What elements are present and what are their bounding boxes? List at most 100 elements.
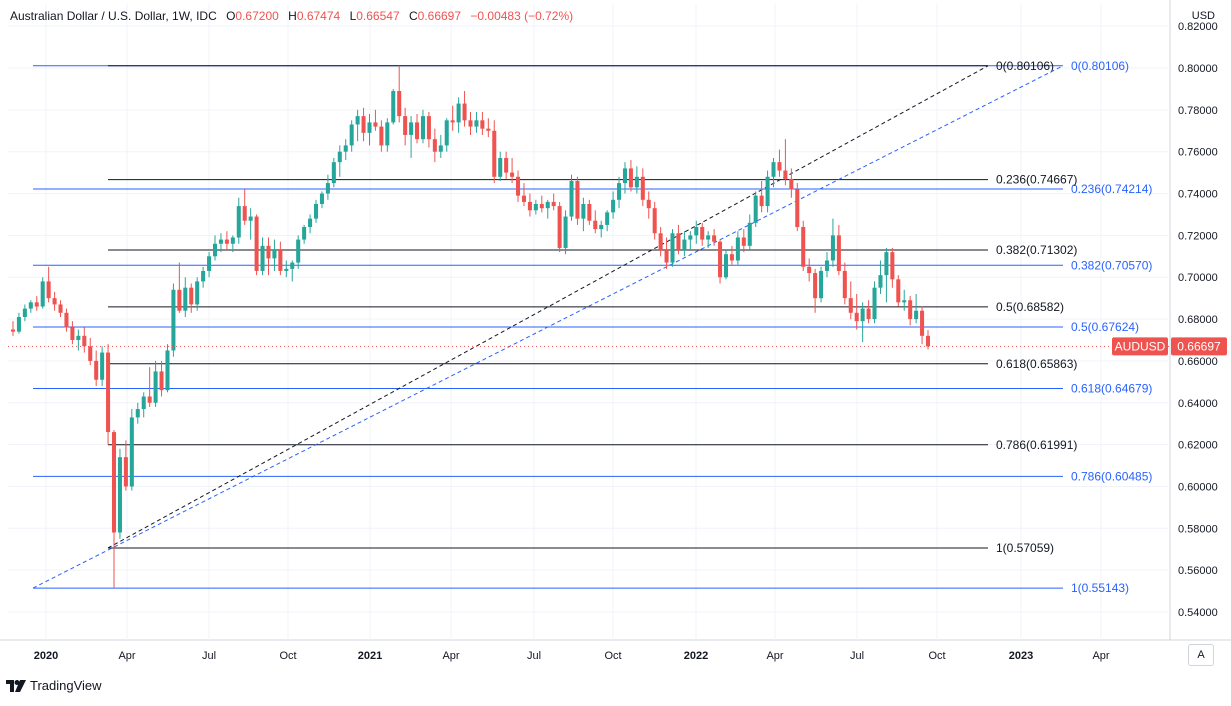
candle-body[interactable] <box>349 124 354 146</box>
candle-body[interactable] <box>676 233 681 251</box>
candle-body[interactable] <box>40 281 45 307</box>
candle-body[interactable] <box>795 189 800 228</box>
candle-body[interactable] <box>88 346 93 361</box>
candle-body[interactable] <box>355 116 360 125</box>
candle-body[interactable] <box>753 195 758 223</box>
candle-body[interactable] <box>723 254 729 278</box>
candle-body[interactable] <box>872 287 877 320</box>
candle-body[interactable] <box>254 216 259 271</box>
candle-body[interactable] <box>34 302 39 307</box>
candle-body[interactable] <box>492 130 497 177</box>
candle-body[interactable] <box>557 206 562 248</box>
candle-body[interactable] <box>111 432 117 533</box>
candle-body[interactable] <box>611 199 616 213</box>
candle-body[interactable] <box>177 289 182 311</box>
candle-body[interactable] <box>658 233 663 251</box>
candle-body[interactable] <box>634 176 639 188</box>
candle-body[interactable] <box>587 204 592 221</box>
candle-body[interactable] <box>16 316 21 332</box>
candle-body[interactable] <box>718 241 723 278</box>
candle-body[interactable] <box>201 270 206 282</box>
candle-body[interactable] <box>52 298 57 305</box>
candle-body[interactable] <box>242 206 247 221</box>
candle-body[interactable] <box>385 122 390 146</box>
candle-body[interactable] <box>266 245 271 259</box>
candle-body[interactable] <box>533 204 538 211</box>
candle-body[interactable] <box>521 195 526 202</box>
candle-body[interactable] <box>70 327 75 340</box>
candle-body[interactable] <box>819 270 824 299</box>
candle-body[interactable] <box>807 266 812 274</box>
candle-body[interactable] <box>813 273 818 299</box>
candle-body[interactable] <box>842 270 847 299</box>
candle-body[interactable] <box>444 120 449 146</box>
candle-body[interactable] <box>593 220 598 230</box>
candle-body[interactable] <box>741 237 746 246</box>
candle-body[interactable] <box>777 162 782 171</box>
candle-body[interactable] <box>278 250 283 271</box>
candle-body[interactable] <box>783 170 788 179</box>
candle-body[interactable] <box>58 304 63 313</box>
candle-body[interactable] <box>682 239 687 251</box>
candle-body[interactable] <box>129 417 134 487</box>
candle-body[interactable] <box>64 312 69 328</box>
fib-black-trendline[interactable] <box>107 65 989 549</box>
candle-body[interactable] <box>420 116 425 140</box>
candle-body[interactable] <box>539 204 544 209</box>
candle-body[interactable] <box>664 250 669 263</box>
candle-body[interactable] <box>498 157 503 177</box>
candle-body[interactable] <box>165 350 170 391</box>
candle-body[interactable] <box>123 457 128 487</box>
candle-body[interactable] <box>617 183 622 200</box>
candle-body[interactable] <box>759 195 764 207</box>
candle-body[interactable] <box>599 224 604 230</box>
candle-body[interactable] <box>403 116 408 135</box>
candle-body[interactable] <box>830 235 835 261</box>
candle-body[interactable] <box>456 103 461 123</box>
candle-body[interactable] <box>652 208 657 234</box>
candle-body[interactable] <box>10 329 16 332</box>
candle-body[interactable] <box>510 172 515 177</box>
candle-body[interactable] <box>100 352 105 380</box>
candle-body[interactable] <box>373 122 378 127</box>
candle-body[interactable] <box>866 308 871 320</box>
candle-body[interactable] <box>474 120 479 127</box>
candle-body[interactable] <box>486 128 491 131</box>
candle-body[interactable] <box>545 201 550 209</box>
candle-body[interactable] <box>706 235 711 240</box>
candle-body[interactable] <box>480 120 485 129</box>
candle-body[interactable] <box>230 237 235 244</box>
candle-body[interactable] <box>325 183 330 194</box>
candle-body[interactable] <box>189 287 194 305</box>
candle-body[interactable] <box>527 201 532 211</box>
candle-body[interactable] <box>379 126 384 146</box>
candle-body[interactable] <box>343 145 348 152</box>
candle-body[interactable] <box>153 371 158 403</box>
candle-body[interactable] <box>462 103 467 121</box>
candle-body[interactable] <box>135 409 140 418</box>
auto-scale-button[interactable]: A <box>1188 644 1214 666</box>
candle-body[interactable] <box>106 352 111 433</box>
candle-body[interactable] <box>789 178 794 190</box>
candle-body[interactable] <box>914 310 919 320</box>
candle-body[interactable] <box>308 218 313 228</box>
candle-body[interactable] <box>860 308 865 322</box>
candle-body[interactable] <box>272 250 277 259</box>
candle-body[interactable] <box>391 91 396 123</box>
candle-body[interactable] <box>700 227 705 240</box>
candle-body[interactable] <box>516 176 521 196</box>
candle-body[interactable] <box>331 162 336 184</box>
candle-body[interactable] <box>563 216 568 248</box>
candle-body[interactable] <box>854 312 859 322</box>
candle-body[interactable] <box>313 204 319 219</box>
candle-body[interactable] <box>551 201 556 207</box>
candle-body[interactable] <box>747 222 752 246</box>
candle-body[interactable] <box>569 180 574 217</box>
candle-body[interactable] <box>640 176 645 200</box>
candle-body[interactable] <box>212 243 218 257</box>
candle-body[interactable] <box>76 335 81 340</box>
candle-body[interactable] <box>248 216 253 221</box>
candle-body[interactable] <box>409 122 414 135</box>
candle-body[interactable] <box>171 289 176 351</box>
fib-blue-trendline[interactable] <box>32 65 1064 589</box>
